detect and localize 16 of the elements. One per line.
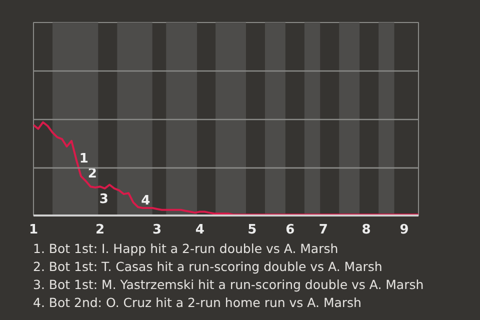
annotation: 3 bbox=[99, 192, 108, 207]
text: 2. Bot 1st: T. Casas hit a run-scoring double vs A. Marsh bbox=[33, 259, 382, 274]
text: 4. Bot 2nd: O. Cruz hit a 2-run home run vs A. Marsh bbox=[33, 295, 362, 310]
x-tick-label: 5 bbox=[248, 222, 257, 238]
text: 3. Bot 1st: M. Yastrzemski hit a run-scoring double vs A. Marsh bbox=[33, 277, 424, 292]
x-tick-label: 6 bbox=[286, 222, 295, 238]
x-tick-label: 3 bbox=[152, 222, 162, 238]
annotation: 1 bbox=[79, 152, 88, 167]
annotation: 4 bbox=[141, 194, 150, 209]
x-tick-label: 4 bbox=[195, 222, 204, 238]
x-tick-label: 2 bbox=[96, 222, 105, 238]
x-tick-label: 8 bbox=[362, 222, 371, 238]
x-tick-label: 9 bbox=[400, 222, 409, 238]
x-tick-label: 7 bbox=[318, 222, 328, 238]
x-tick-label: 1 bbox=[28, 222, 38, 238]
text: 1. Bot 1st: I. Happ hit a 2-run double vs A. Marsh bbox=[33, 241, 338, 256]
